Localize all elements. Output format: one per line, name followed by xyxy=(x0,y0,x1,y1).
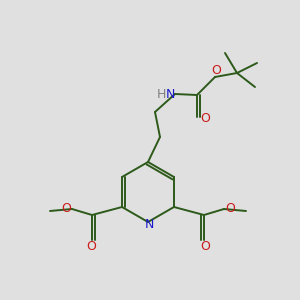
Text: O: O xyxy=(200,241,210,254)
Text: O: O xyxy=(86,241,96,254)
Text: O: O xyxy=(225,202,235,214)
Text: N: N xyxy=(144,218,154,230)
Text: O: O xyxy=(61,202,71,214)
Text: O: O xyxy=(211,64,221,76)
Text: O: O xyxy=(200,112,210,125)
Text: N: N xyxy=(165,88,175,101)
Text: H: H xyxy=(156,88,166,101)
